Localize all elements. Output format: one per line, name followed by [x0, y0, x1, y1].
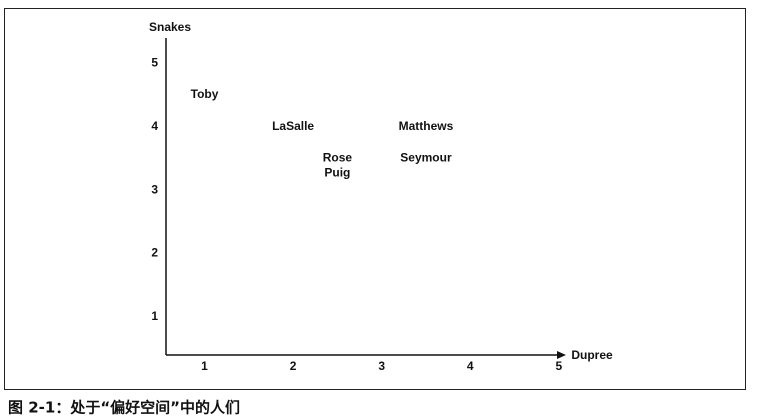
y-tick-label: 5 — [151, 56, 158, 70]
caption: 图 2-1：处于“偏好空间”中的人们 — [8, 399, 240, 417]
point-label: Seymour — [400, 151, 452, 165]
y-tick-label: 4 — [151, 119, 158, 133]
y-tick-label: 3 — [151, 182, 158, 196]
x-axis-arrow — [557, 351, 566, 359]
point-label: Rose — [323, 151, 353, 165]
point-label: Toby — [191, 87, 219, 101]
point-label: LaSalle — [272, 119, 314, 133]
x-tick-label: 5 — [555, 359, 562, 373]
y-tick-label: 1 — [151, 309, 158, 323]
y-axis-label: Snakes — [149, 20, 191, 34]
x-axis-label: Dupree — [571, 348, 613, 362]
x-tick-label: 2 — [290, 359, 297, 373]
y-tick-label: 2 — [151, 246, 158, 260]
point-label: Puig — [324, 166, 350, 180]
frame — [4, 8, 746, 390]
point-label: Matthews — [399, 119, 454, 133]
x-tick-label: 1 — [201, 359, 208, 373]
x-tick-label: 3 — [378, 359, 385, 373]
x-tick-label: 4 — [467, 359, 474, 373]
